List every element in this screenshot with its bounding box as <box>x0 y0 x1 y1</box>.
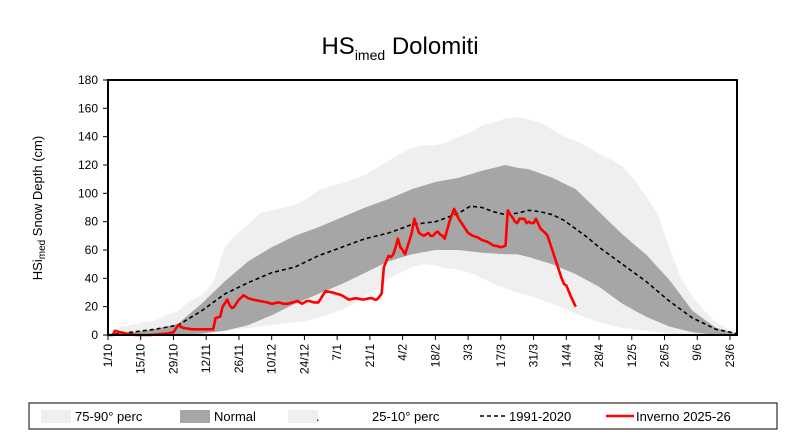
chart-title-main: HS <box>321 33 354 60</box>
series-lines <box>107 205 738 337</box>
legend-label: . <box>316 409 320 424</box>
y-tick-label: 0 <box>91 328 98 342</box>
x-tick-label: 15/10 <box>134 344 148 374</box>
legend-box <box>28 402 778 430</box>
x-tick-label: 12/5 <box>625 344 639 368</box>
y-axis-label: HSimed Snow Depth (cm) <box>30 136 48 280</box>
x-tick-label: 1/10 <box>101 344 115 368</box>
x-tick-label: 31/3 <box>527 344 541 368</box>
x-tick-label: 12/11 <box>199 344 213 373</box>
y-tick-label: 40 <box>85 271 99 285</box>
legend-label: Normal <box>214 409 256 424</box>
normal-band <box>108 165 737 335</box>
legend-swatch <box>41 410 71 423</box>
x-axis-ticks: 1/10 15/10 29/10 12/11 26/11 10/12 24/12 7/1 21/… <box>101 335 737 374</box>
y-tick-label: 120 <box>78 158 98 172</box>
legend-label: Inverno 2025-26 <box>636 409 731 424</box>
x-tick-label: 14/4 <box>559 344 573 368</box>
x-tick-label: 3/3 <box>461 344 475 361</box>
y-tick-label: 160 <box>78 101 98 115</box>
x-tick-label: 23/6 <box>723 344 737 368</box>
chart-title-subscript: imed <box>355 47 385 63</box>
legend-swatch <box>180 410 210 423</box>
chart-title-rest: Dolomiti <box>385 33 478 60</box>
x-tick-label: 4/2 <box>396 344 410 361</box>
y-tick-label: 80 <box>85 215 99 229</box>
y-tick-label: 100 <box>78 186 98 200</box>
x-tick-label: 7/1 <box>330 344 344 361</box>
x-tick-label: 9/6 <box>690 344 704 361</box>
y-axis-label-main: HSi <box>30 259 45 280</box>
legend-swatch <box>288 410 318 423</box>
x-tick-label: 17/3 <box>494 344 508 368</box>
plot-frame <box>107 79 738 336</box>
chart-title: HSimed Dolomiti <box>321 33 478 63</box>
legend-label: 75-90° perc <box>75 409 143 424</box>
x-tick-label: 29/10 <box>167 344 181 374</box>
y-axis-ticks: 0 20 40 60 80 100 120 140 160 180 <box>78 73 108 342</box>
legend: 75-90° perc Normal. 25-10° perc 1991-2020 In… <box>41 409 731 424</box>
y-tick-label: 180 <box>78 73 98 87</box>
x-tick-label: 28/4 <box>592 344 606 368</box>
x-tick-label: 26/5 <box>658 344 672 368</box>
percentile-bands <box>108 116 737 335</box>
y-axis-label-subscript: med <box>37 240 48 259</box>
legend-label: 1991-2020 <box>509 409 571 424</box>
legend-label: 25-10° perc <box>372 409 440 424</box>
season-2025-26-line <box>108 207 577 337</box>
y-tick-label: 140 <box>78 130 98 144</box>
x-tick-label: 26/11 <box>232 344 246 373</box>
x-tick-label: 21/1 <box>363 344 377 368</box>
y-tick-label: 60 <box>85 243 99 257</box>
x-tick-label: 10/12 <box>265 344 279 374</box>
x-tick-label: 24/12 <box>297 344 311 374</box>
median-1991-2020-line <box>107 205 738 336</box>
y-axis-label-rest: Snow Depth (cm) <box>30 136 45 240</box>
y-tick-label: 20 <box>85 300 99 314</box>
x-tick-label: 18/2 <box>428 344 442 368</box>
